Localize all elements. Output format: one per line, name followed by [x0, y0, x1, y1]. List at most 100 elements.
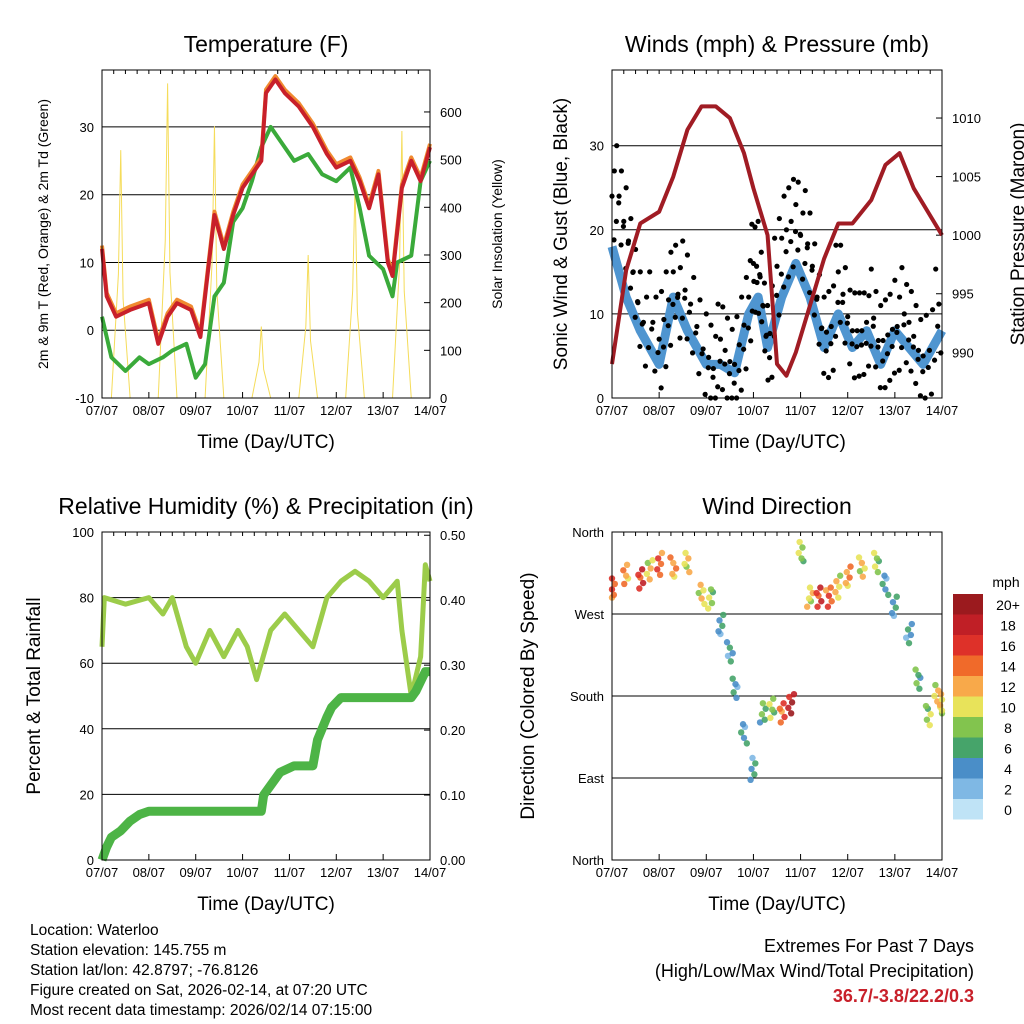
- gust-point: [849, 341, 855, 347]
- gust-point: [871, 315, 877, 321]
- gust-point: [800, 210, 806, 216]
- x-tick-label: 14/07: [414, 403, 447, 418]
- gust-point: [863, 319, 870, 325]
- x-tick-label: 08/07: [643, 865, 676, 880]
- gust-point: [933, 266, 939, 272]
- gust-point: [616, 200, 622, 206]
- gust-point: [861, 371, 867, 378]
- gust-point: [903, 360, 909, 366]
- direction-point: [892, 604, 899, 611]
- direction-point: [646, 576, 653, 583]
- gust-point: [705, 365, 711, 371]
- gust-point: [741, 322, 747, 328]
- gust-point: [779, 235, 785, 241]
- direction-point: [871, 563, 879, 570]
- gust-point: [613, 218, 619, 224]
- gust-point: [677, 265, 683, 271]
- direction-point: [785, 704, 792, 712]
- x-axis-label: Time (Day/UTC): [708, 894, 846, 915]
- y-tick-label: South: [570, 689, 604, 704]
- gust-point: [885, 332, 891, 338]
- y2-tick-label: 1000: [952, 228, 981, 243]
- direction-point: [905, 639, 913, 647]
- gust-point: [627, 285, 634, 291]
- gust-point: [772, 235, 778, 241]
- gust-point: [679, 315, 685, 321]
- gust-point: [706, 354, 712, 360]
- gust-point: [715, 384, 721, 390]
- chart-title: Temperature (F): [184, 31, 349, 57]
- direction-point: [670, 559, 677, 567]
- x-tick-label: 13/07: [367, 865, 400, 880]
- gust-point: [889, 326, 896, 332]
- y-tick-label: West: [575, 607, 605, 622]
- direction-point: [697, 581, 704, 589]
- gust-point: [882, 385, 888, 391]
- legend-label: 14: [1000, 659, 1016, 675]
- direction-point: [611, 580, 619, 588]
- extremes-subtitle: (High/Low/Max Wind/Total Precipitation): [654, 961, 974, 981]
- legend-label: 10: [1000, 700, 1016, 716]
- gust-point: [621, 218, 627, 224]
- gust-point: [697, 297, 703, 303]
- gust-point: [655, 349, 661, 356]
- direction-point: [859, 573, 866, 580]
- gust-point: [637, 269, 643, 275]
- direction-point: [780, 700, 787, 707]
- direction-point: [805, 595, 813, 602]
- gust-point: [852, 290, 858, 296]
- temp-2m-line: [100, 77, 432, 346]
- legend-swatch: [953, 799, 983, 820]
- gust-point: [807, 210, 813, 216]
- gust-point: [652, 368, 658, 374]
- gust-point: [935, 323, 941, 329]
- gust-point: [854, 344, 860, 350]
- location-text: Location: Waterloo: [30, 922, 159, 939]
- gust-point: [764, 302, 771, 309]
- gust-point: [805, 241, 811, 247]
- direction-point: [893, 593, 900, 600]
- gust-point: [833, 242, 839, 248]
- x-tick-label: 09/07: [690, 403, 723, 418]
- direction-point: [813, 589, 820, 597]
- gust-point: [880, 337, 886, 344]
- direction-point: [817, 584, 824, 591]
- gust-point: [611, 168, 617, 174]
- y-tick-label: North: [572, 853, 604, 868]
- gust-point: [684, 252, 691, 258]
- x-tick-label: 08/07: [133, 403, 166, 418]
- gust-point: [884, 351, 891, 357]
- gust-point: [828, 341, 834, 347]
- gust-point: [758, 249, 764, 255]
- direction-point: [733, 694, 740, 702]
- direction-point: [787, 710, 795, 717]
- direction-point: [727, 658, 734, 665]
- gust-point: [653, 294, 659, 300]
- y2-tick-label: 100: [440, 343, 462, 358]
- gust-point: [788, 238, 794, 245]
- gust-point: [892, 277, 898, 283]
- gust-point: [915, 347, 922, 353]
- direction-point: [752, 760, 759, 767]
- direction-point: [803, 603, 811, 610]
- legend-label: 8: [1004, 720, 1012, 736]
- gust-point: [891, 370, 898, 376]
- x-tick-label: 09/07: [690, 865, 723, 880]
- direction-point: [770, 695, 777, 702]
- direction-point: [827, 584, 834, 591]
- direction-point: [832, 588, 839, 596]
- gust-point: [734, 314, 740, 320]
- direction-point: [732, 680, 739, 688]
- y-tick-label: 0: [87, 853, 94, 868]
- gust-point: [675, 291, 681, 297]
- extremes-title: Extremes For Past 7 Days: [763, 936, 974, 956]
- gust-point: [645, 344, 652, 351]
- legend-label: 2: [1004, 782, 1012, 798]
- y-tick-label: -10: [75, 391, 94, 406]
- direction-point: [654, 566, 661, 573]
- gust-point: [611, 237, 617, 243]
- direction-point: [822, 587, 830, 594]
- direction-point: [922, 702, 930, 710]
- y2-tick-label: 300: [440, 248, 462, 263]
- direction-point: [747, 776, 754, 784]
